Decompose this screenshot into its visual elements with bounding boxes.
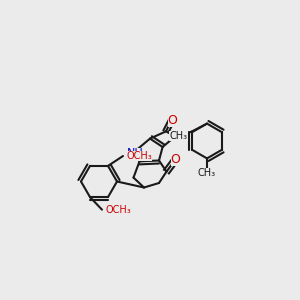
Text: O: O: [168, 113, 177, 127]
Text: OCH₃: OCH₃: [105, 205, 131, 215]
Text: O: O: [176, 133, 185, 143]
Text: OCH₃: OCH₃: [126, 151, 152, 161]
Text: CH₃: CH₃: [169, 131, 188, 141]
Text: CH₃: CH₃: [198, 168, 216, 178]
Text: NH: NH: [127, 148, 143, 158]
Text: O: O: [171, 153, 180, 166]
